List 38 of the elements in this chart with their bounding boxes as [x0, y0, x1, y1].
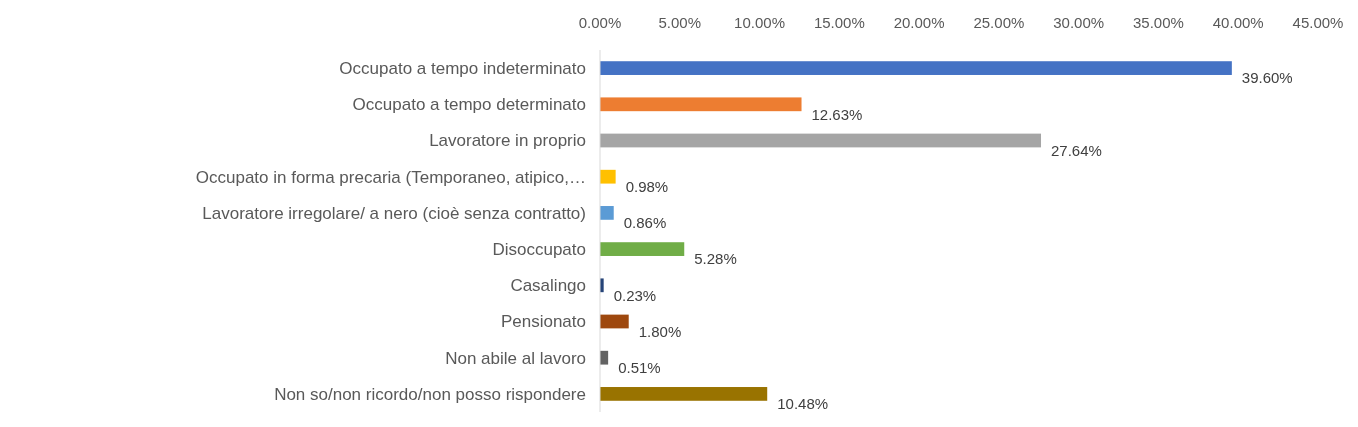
data-label: 5.28% — [694, 250, 737, 268]
data-label: 0.51% — [618, 358, 661, 376]
y-tick-label: Non so/non ricordo/non posso rispondere — [274, 384, 586, 404]
bar — [600, 133, 1042, 148]
data-label: 12.63% — [811, 105, 863, 123]
y-tick-label: Lavoratore in proprio — [429, 131, 586, 151]
data-label: 10.48% — [777, 395, 829, 413]
y-tick-label: Occupato a tempo indeterminato — [339, 59, 586, 79]
data-label: 0.98% — [625, 177, 669, 195]
bar — [600, 97, 802, 112]
bar — [600, 61, 1232, 75]
x-tick-label: 35.00% — [1133, 14, 1184, 31]
y-tick-label: Casalingo — [510, 276, 586, 296]
data-label: 0.23% — [613, 286, 657, 304]
bar — [600, 169, 616, 184]
y-tick-label: Occupato a tempo determinato — [352, 95, 586, 115]
x-tick-label: 5.00% — [658, 14, 702, 31]
bar — [600, 387, 768, 401]
x-tick-label: 20.00% — [893, 14, 945, 31]
bar — [600, 242, 685, 256]
data-label: 39.60% — [1241, 69, 1293, 87]
y-tick-label: Disoccupato — [492, 240, 586, 260]
y-tick-label: Pensionato — [500, 312, 586, 332]
data-label: 27.64% — [1051, 141, 1102, 159]
data-label: 0.86% — [623, 214, 667, 232]
x-tick-label: 25.00% — [973, 14, 1025, 31]
x-tick-label: 10.00% — [734, 14, 785, 31]
y-tick-label: Lavoratore irregolare/ a nero (cioè senza contratto) — [202, 203, 586, 223]
x-tick-label: 0.00% — [578, 14, 622, 31]
bar — [600, 314, 629, 329]
data-label: 1.80% — [638, 322, 682, 340]
x-tick-label: 30.00% — [1053, 14, 1105, 31]
y-tick-label: Occupato in forma precaria (Temporaneo, atipico,… — [195, 167, 586, 187]
x-tick-label: 15.00% — [813, 14, 865, 31]
x-tick-label: 45.00% — [1292, 14, 1344, 31]
y-tick-label: Non abile al lavoro — [445, 348, 586, 368]
bar — [600, 206, 614, 220]
x-tick-label: 40.00% — [1212, 14, 1264, 31]
